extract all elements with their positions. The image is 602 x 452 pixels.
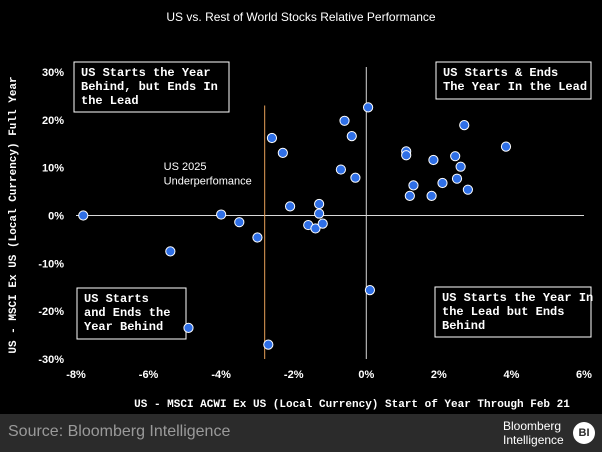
data-point [339,115,350,126]
quadrant-top-right-box [435,61,592,100]
y-tick-label: -30% [38,354,64,366]
x-tick-label: 0% [358,369,374,381]
data-point [363,102,374,113]
y-tick-label: -20% [38,306,64,318]
quadrant-bottom-left-line: Year Behind [84,320,163,334]
plot-panel: US 2025 Underperfomance 30% 20% 10% 0% -10% -20… [0,37,602,414]
data-point [234,217,245,228]
data-point [346,130,357,142]
data-point [183,322,194,334]
y-tick-label: 30% [42,67,64,79]
data-point [284,201,296,212]
data-point [263,339,274,350]
data-point [78,210,89,221]
data-point [335,164,346,175]
data-point [364,285,376,296]
data-point [462,184,473,195]
y-axis-label: US - MSCI Ex US (Local Currency) Full Ye… [8,76,20,353]
data-point [426,190,437,201]
quadrant-top-left-line: US Starts the Year [81,66,211,80]
y-tick-label: -10% [38,258,64,270]
y-tick-label: 0% [48,211,64,223]
quadrant-bottom-right-line: Behind [442,319,485,333]
scatter-chart: US 2025 Underperfomance 30% 20% 10% 0% -10% -20… [8,61,593,411]
quadrant-bottom-right-line: the Lead but Ends [442,305,564,319]
data-point [165,246,176,257]
data-point [459,119,470,131]
data-point [450,151,461,162]
quadrant-bottom-right-box [434,286,592,338]
quadrant-top-left-line: Behind, but Ends In [81,80,218,94]
x-tick-label: -6% [139,369,159,381]
data-point [310,223,321,234]
data-point [428,154,439,166]
data-point [317,218,328,229]
footer-bar: Source: Bloomberg Intelligence Bloomberg… [0,414,602,452]
quadrant-bottom-left-line: and Ends the [84,306,170,320]
data-point [266,132,278,144]
data-point [252,232,263,243]
reference-line-label-2: Underperfomance [164,175,252,187]
data-point [401,150,412,161]
logo-line-2: Intelligence [503,433,564,447]
x-tick-label: 2% [431,369,447,381]
quadrant-top-right-line: US Starts & Ends [443,66,558,80]
quadrant-bottom-left-line: US Starts [84,292,149,306]
data-point [314,198,325,210]
x-tick-label: 4% [503,369,519,381]
data-point [500,141,512,152]
logo-line-1: Bloomberg [503,419,562,433]
data-point [437,177,448,189]
data-point [404,190,415,201]
data-point [350,172,361,183]
data-point [455,161,466,172]
x-tick-label: 6% [576,369,592,381]
reference-line-label-1: US 2025 [164,161,207,173]
quadrant-top-left-line: the Lead [81,94,139,108]
data-point [277,147,288,158]
data-point [451,173,463,184]
x-tick-label: -2% [284,369,304,381]
quadrant-top-left-box [73,61,230,113]
x-tick-label: -4% [211,369,231,381]
bi-badge-icon: BI [573,422,595,444]
data-point [314,208,325,219]
chart-title: US vs. Rest of World Stocks Relative Per… [166,10,436,24]
x-axis-label: US - MSCI ACWI Ex US (Local Currency) St… [134,399,570,411]
data-point [408,180,419,191]
y-tick-label: 10% [42,163,64,175]
quadrant-top-right-line: The Year In the Lead [443,80,587,94]
quadrant-bottom-right-line: US Starts the Year In [442,291,593,305]
data-point [216,209,227,220]
source-text: Source: Bloomberg Intelligence [8,423,231,440]
y-tick-label: 20% [42,115,64,127]
bloomberg-intelligence-logo: Bloomberg Intelligence [503,419,564,447]
quadrant-bottom-left-box [76,287,187,340]
x-tick-label: -8% [66,369,86,381]
